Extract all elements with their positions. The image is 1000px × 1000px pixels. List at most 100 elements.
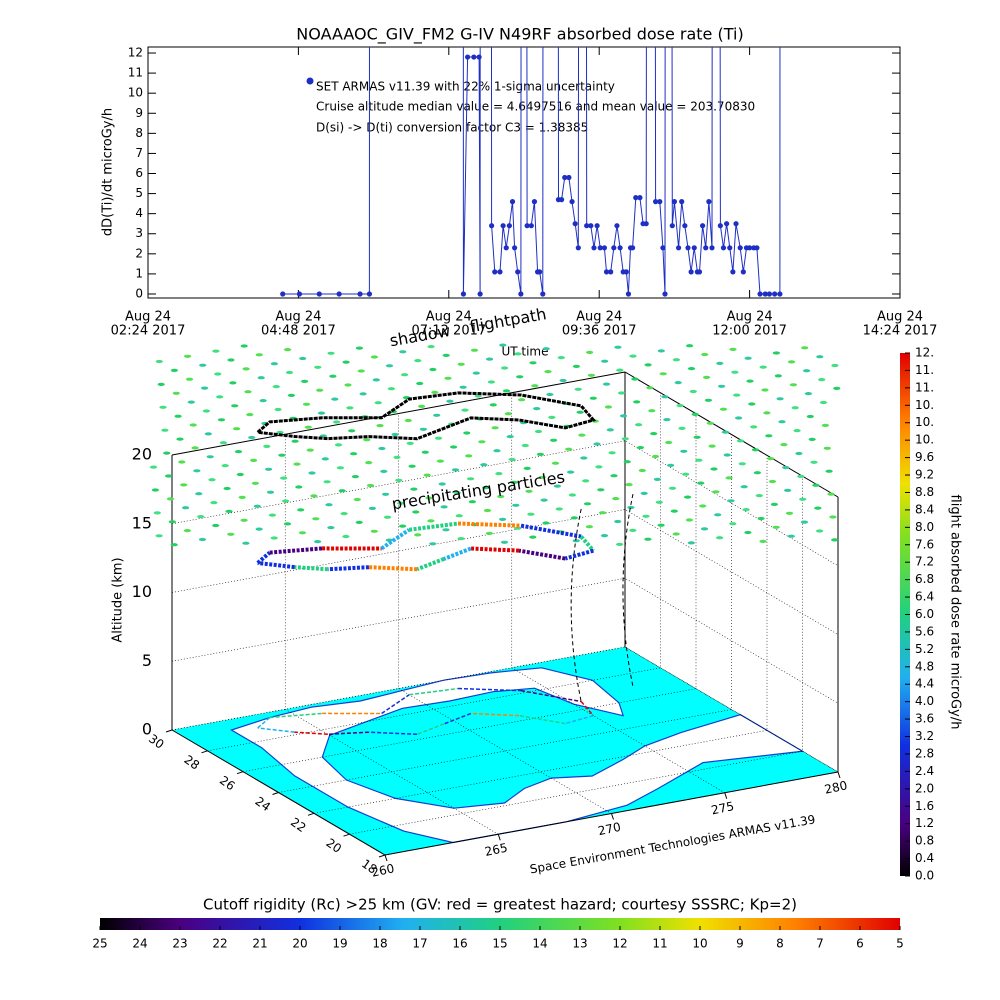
- particle-marker: [706, 421, 714, 425]
- particle-marker: [259, 399, 267, 403]
- grid-line: [398, 413, 612, 814]
- particle-marker: [800, 520, 809, 524]
- data-point: [489, 223, 495, 229]
- particle-marker: [342, 360, 350, 364]
- particle-marker: [180, 483, 188, 487]
- colorbar-tick-label: 12.: [915, 346, 934, 360]
- particle-marker: [663, 418, 671, 422]
- particle-marker: [427, 345, 435, 349]
- z-axis-label: Altitude (km): [111, 557, 126, 642]
- particle-marker: [440, 505, 448, 509]
- data-point: [366, 291, 373, 297]
- data-point: [762, 291, 768, 297]
- particle-marker: [212, 523, 220, 528]
- data-point: [509, 199, 516, 205]
- particle-marker: [487, 380, 495, 384]
- particle-marker: [399, 350, 407, 354]
- particle-marker: [525, 489, 533, 493]
- particle-marker: [483, 508, 492, 513]
- particle-marker: [587, 373, 596, 377]
- particle-marker: [153, 511, 161, 515]
- particle-marker: [365, 461, 373, 465]
- particle-marker: [557, 356, 565, 360]
- particle-marker: [446, 399, 454, 403]
- particle-marker: [670, 509, 678, 513]
- particle-marker: [274, 407, 282, 412]
- particle-marker: [351, 475, 359, 479]
- x-axis-label: UT time: [501, 345, 548, 359]
- particle-marker: [451, 468, 460, 472]
- particle-marker: [255, 353, 263, 357]
- particle-marker: [355, 346, 363, 350]
- particle-marker: [350, 452, 358, 456]
- colorbar-tick-label: 5: [896, 937, 904, 951]
- particle-marker: [600, 534, 609, 538]
- x-tick-label: 09:36 2017: [562, 324, 637, 339]
- flight-track: [416, 557, 445, 572]
- particle-marker: [429, 367, 437, 372]
- particle-marker: [542, 347, 550, 351]
- particle-marker: [404, 418, 412, 423]
- particle-marker: [757, 516, 765, 521]
- z-tick-label: 20: [132, 445, 152, 464]
- particle-marker: [212, 349, 220, 353]
- particle-marker: [536, 452, 545, 456]
- colorbar-tick-label: 7: [816, 937, 824, 951]
- data-point: [569, 199, 575, 205]
- particle-marker: [616, 542, 624, 547]
- data-point: [717, 223, 723, 229]
- particle-marker: [425, 496, 433, 500]
- colorbar-tick-label: 13: [572, 937, 587, 951]
- data-point: [696, 269, 703, 275]
- x-tick-label: Aug 24: [576, 310, 622, 325]
- particle-marker: [214, 372, 222, 376]
- particle-marker: [155, 359, 163, 364]
- particle-marker: [246, 413, 254, 417]
- ground-track: [294, 731, 328, 735]
- data-point: [737, 245, 743, 251]
- grid-line: [242, 413, 697, 772]
- particle-marker: [242, 541, 250, 545]
- particle-marker: [306, 448, 314, 452]
- flight-track: [256, 551, 272, 565]
- particle-marker: [651, 454, 660, 459]
- colorbar-tick-label: 9.2: [915, 468, 934, 482]
- particle-marker: [742, 508, 750, 512]
- y-tick-label: 2: [135, 246, 143, 260]
- colorbar-tick-label: 2.4: [915, 764, 934, 778]
- particle-marker: [604, 405, 613, 409]
- particle-marker: [618, 391, 626, 395]
- particle-marker: [257, 376, 265, 380]
- particle-marker: [814, 506, 822, 510]
- particle-marker: [442, 353, 450, 357]
- particle-marker: [610, 474, 618, 478]
- data-point: [540, 291, 546, 297]
- particle-marker: [812, 483, 820, 487]
- y-axis-label: dD(Ti)/dt microGy/h: [101, 108, 116, 236]
- data-point: [653, 199, 659, 205]
- data-point: [500, 223, 506, 229]
- particle-marker: [678, 426, 686, 430]
- particle-marker: [172, 391, 180, 395]
- data-point: [682, 223, 688, 229]
- particle-marker: [302, 402, 311, 406]
- particle-marker: [731, 370, 739, 374]
- particle-marker: [280, 476, 288, 480]
- particle-marker: [751, 448, 760, 452]
- particle-marker: [204, 432, 212, 436]
- data-point: [623, 269, 629, 275]
- x-tick-label: Aug 24: [125, 310, 171, 325]
- data-point: [471, 54, 477, 60]
- y-tick: [236, 771, 244, 775]
- x-tick-label: Aug 24: [727, 310, 773, 325]
- data-point: [679, 199, 685, 205]
- particle-marker: [268, 513, 276, 517]
- particle-marker: [708, 444, 716, 448]
- particle-marker: [170, 368, 178, 372]
- particle-marker: [359, 392, 367, 396]
- particle-marker: [806, 414, 814, 419]
- particle-marker: [325, 503, 333, 507]
- particle-marker: [572, 364, 581, 368]
- shadow-track: [256, 391, 597, 441]
- particle-marker: [444, 376, 452, 380]
